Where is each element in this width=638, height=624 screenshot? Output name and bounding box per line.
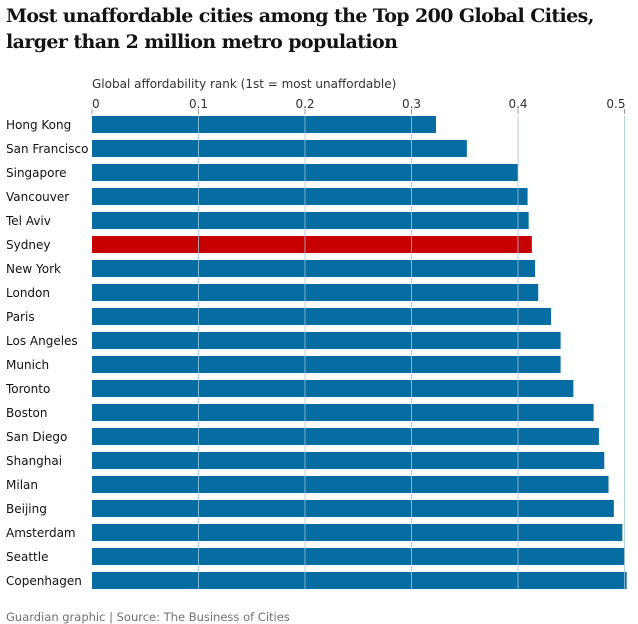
- bar-san-diego: [92, 428, 599, 445]
- source-note: Guardian graphic | Source: The Business …: [6, 610, 290, 624]
- bars: [92, 116, 627, 589]
- category-label: New York: [6, 262, 61, 276]
- category-label: Toronto: [5, 382, 50, 396]
- bar-sydney: [92, 236, 532, 253]
- x-tick-label: 0.2: [295, 97, 314, 111]
- category-label: Vancouver: [6, 190, 69, 204]
- bar-milan: [92, 476, 609, 493]
- x-tick-label: 0.1: [189, 97, 208, 111]
- category-label: Tel Aviv: [5, 214, 51, 228]
- bar-new-york: [92, 260, 536, 277]
- category-label: Los Angeles: [6, 334, 78, 348]
- x-tick-label: 0.5: [606, 97, 625, 111]
- bar-seattle: [92, 548, 625, 565]
- bar-vancouver: [92, 188, 528, 205]
- category-label: Amsterdam: [6, 526, 76, 540]
- bar-boston: [92, 404, 594, 421]
- category-label: San Francisco: [6, 142, 88, 156]
- category-label: Milan: [6, 478, 38, 492]
- bar-toronto: [92, 380, 574, 397]
- bar-shanghai: [92, 452, 605, 469]
- category-labels: Hong Kong San Francisco Singapore Vancouver…: [5, 118, 88, 588]
- x-tick-label: 0.4: [508, 97, 527, 111]
- category-label: Boston: [6, 406, 47, 420]
- x-tick-label: 0.3: [402, 97, 421, 111]
- bar-amsterdam: [92, 524, 623, 541]
- bar-london: [92, 284, 539, 301]
- category-label: Sydney: [6, 238, 50, 252]
- category-label: Munich: [6, 358, 49, 372]
- gridlines: [198, 116, 625, 589]
- x-axis-title: Global affordability rank (1st = most un…: [92, 77, 396, 91]
- bar-los-angeles: [92, 332, 561, 349]
- bar-paris: [92, 308, 552, 325]
- category-label: Singapore: [6, 166, 67, 180]
- x-tick-label: 0: [92, 97, 100, 111]
- bar-san-francisco: [92, 140, 467, 157]
- bar-hong-kong: [92, 116, 436, 133]
- category-label: Seattle: [6, 550, 48, 564]
- bar-tel-aviv: [92, 212, 529, 229]
- category-label: Shanghai: [6, 454, 62, 468]
- category-label: San Diego: [6, 430, 67, 444]
- bar-beijing: [92, 500, 614, 517]
- x-axis-ticks: 0 0.1 0.2 0.3 0.4 0.5: [91, 97, 626, 114]
- chart-title: Most unaffordable cities among the Top 2…: [6, 5, 594, 53]
- category-label: Hong Kong: [6, 118, 71, 132]
- bar-munich: [92, 356, 561, 373]
- category-label: Copenhagen: [6, 574, 82, 588]
- category-label: London: [6, 286, 50, 300]
- category-label: Paris: [6, 310, 35, 324]
- bar-copenhagen: [92, 572, 627, 589]
- category-label: Beijing: [6, 502, 47, 516]
